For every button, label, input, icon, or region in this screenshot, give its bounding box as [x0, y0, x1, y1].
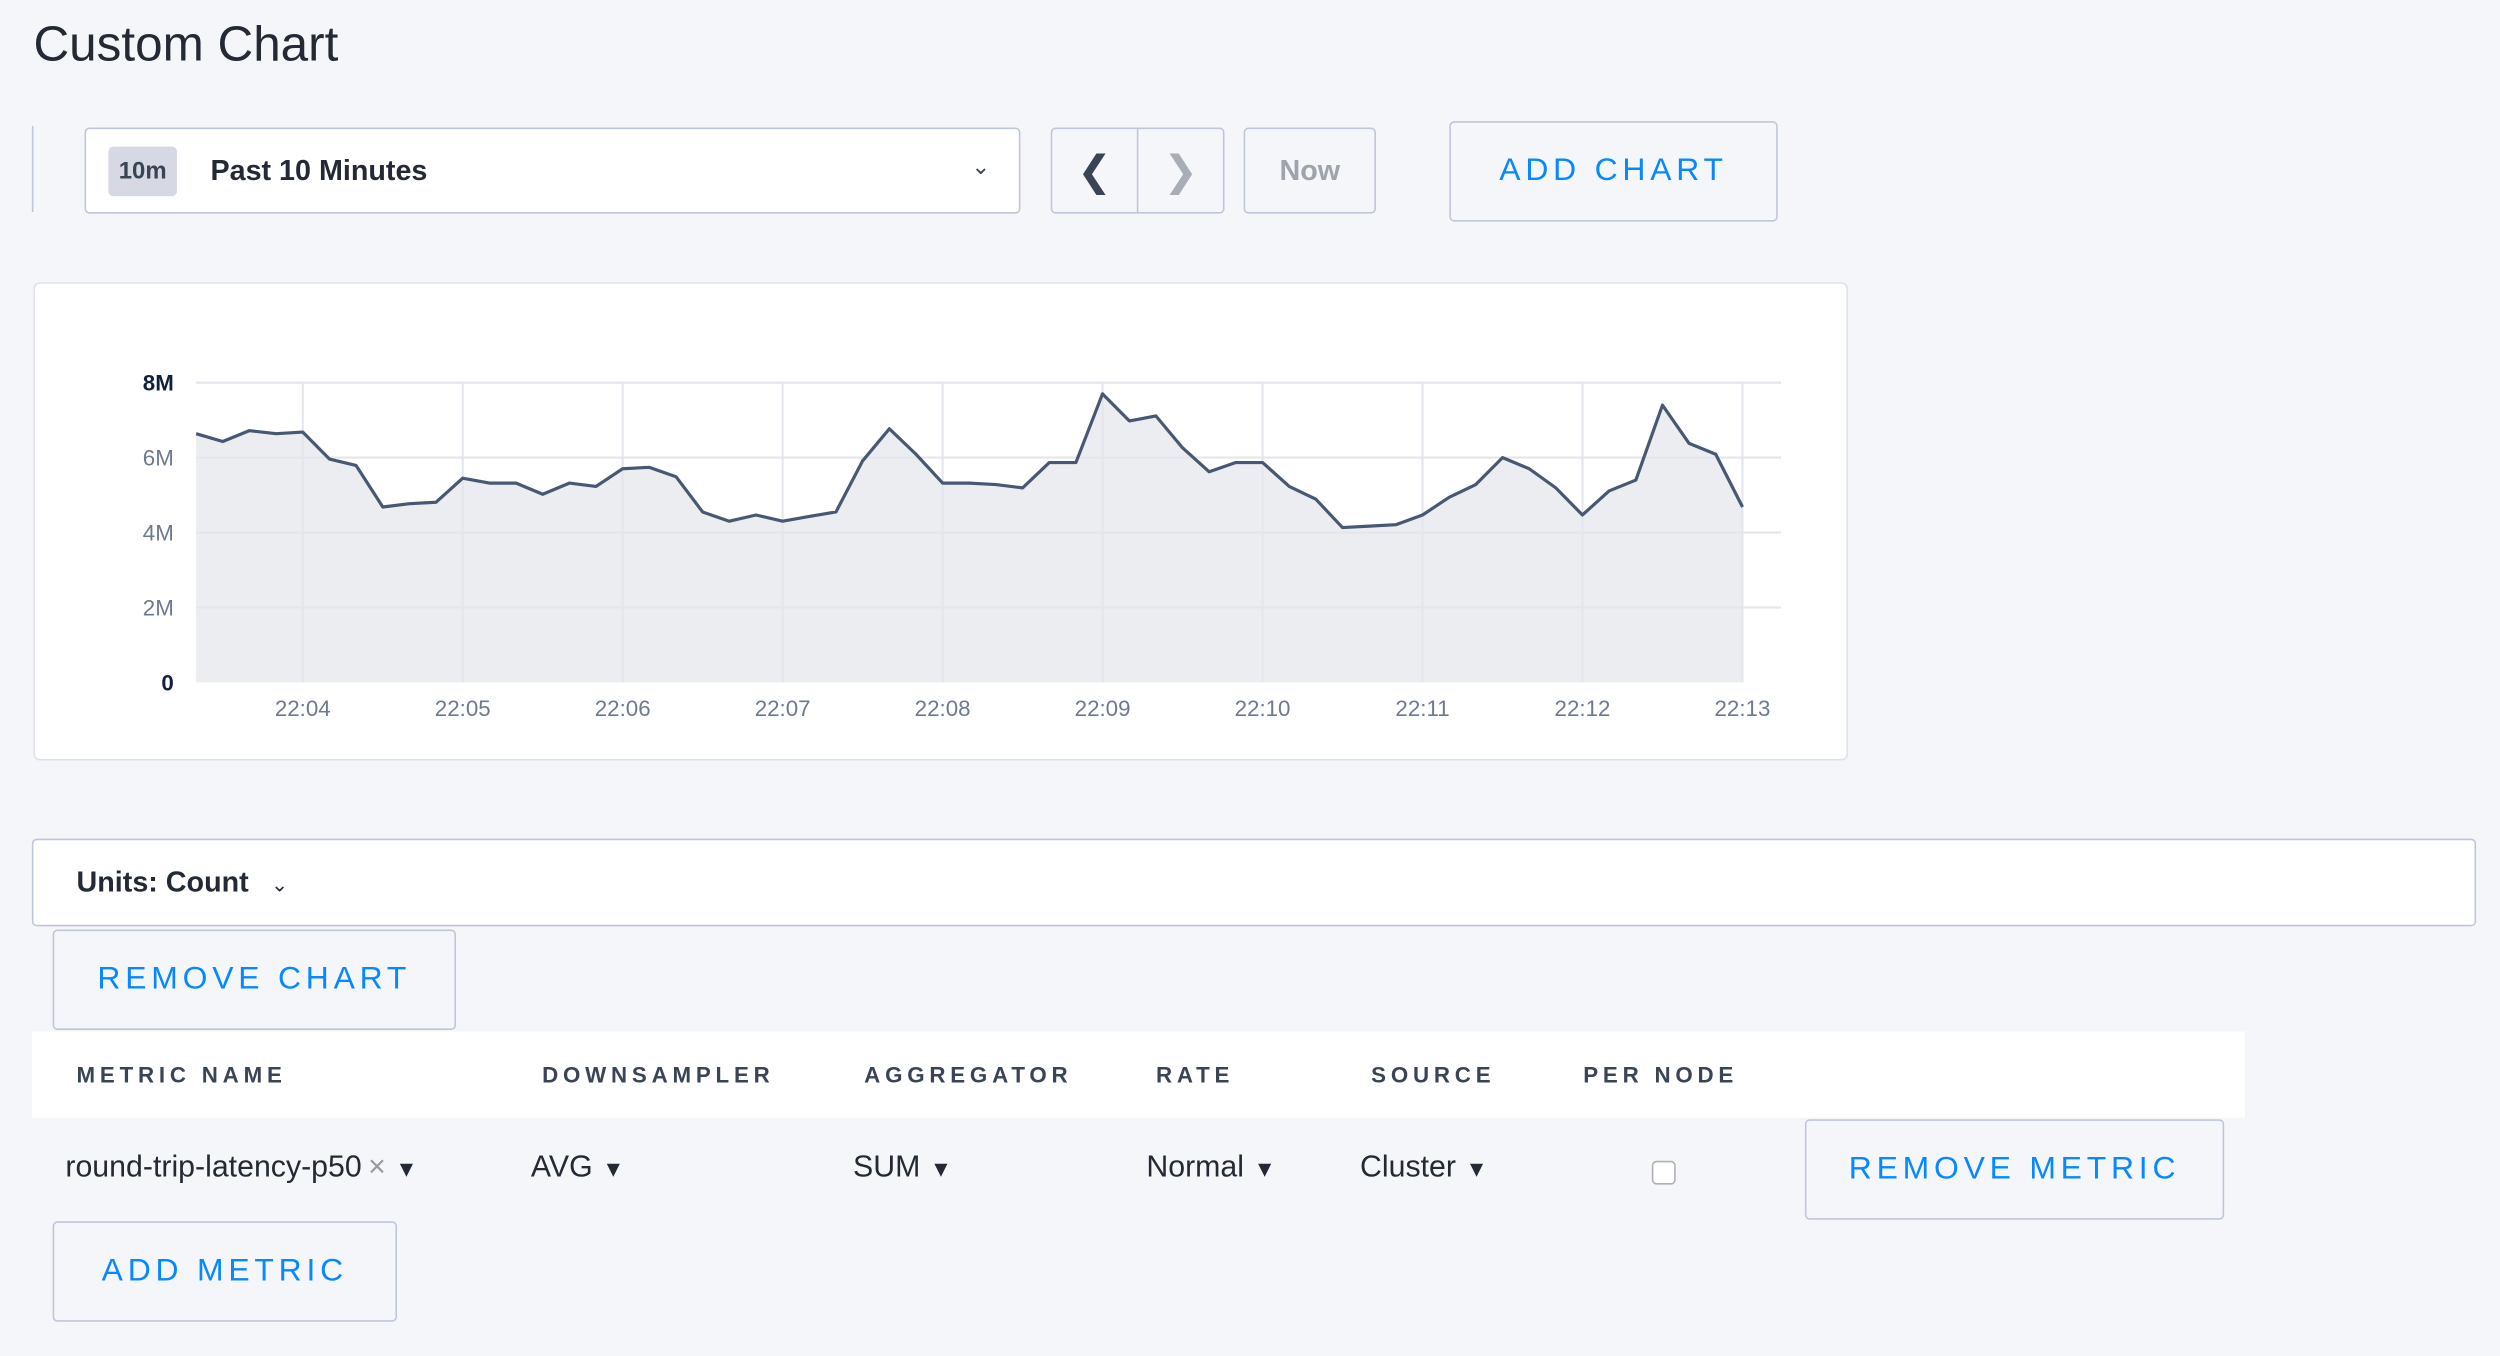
page-title: Custom Chart — [33, 15, 339, 72]
now-button[interactable]: Now — [1243, 127, 1376, 214]
header-downsampler: DOWNSAMPLER — [542, 1061, 775, 1088]
series-area — [196, 393, 1743, 683]
per-node-checkbox[interactable] — [1651, 1160, 1676, 1185]
series-line — [195, 392, 1744, 530]
units-label: Units: Count — [76, 865, 249, 898]
chart-card: 0 2M 4M 6M 8M 22:04 22:05 22:06 22:07 22:08 22:09 2… — [33, 282, 1848, 761]
downsampler-value: AVG — [530, 1151, 593, 1185]
y-tick-label: 0 — [161, 670, 173, 695]
x-tick-label: 22:04 — [275, 696, 331, 721]
time-nav-group: ❮ ❯ — [1050, 127, 1225, 214]
x-tick-label: 22:06 — [595, 696, 651, 721]
time-range-badge: 10m — [108, 146, 177, 197]
rate-value: Normal — [1146, 1151, 1245, 1185]
y-tick-label: 2M — [143, 595, 174, 620]
metric-name-value: round-trip-latency-p50 — [65, 1151, 362, 1185]
header-rate: RATE — [1155, 1061, 1235, 1088]
add-chart-button[interactable]: ADD CHART — [1449, 121, 1778, 222]
header-source: SOURCE — [1371, 1061, 1496, 1088]
time-range-label: Past 10 Minutes — [210, 154, 428, 187]
downsampler-select[interactable]: AVG ▼ — [531, 1151, 624, 1186]
caret-down-icon: ▼ — [602, 1155, 625, 1182]
x-tick-label: 22:07 — [755, 696, 811, 721]
x-tick-label: 22:08 — [915, 696, 971, 721]
x-tick-label: 22:13 — [1715, 696, 1771, 721]
chevron-left-icon[interactable]: ❮ — [1052, 129, 1139, 213]
add-metric-button[interactable]: ADD METRIC — [52, 1221, 398, 1322]
units-select[interactable]: Units: Count ⌄ — [31, 838, 2477, 927]
chevron-right-icon[interactable]: ❯ — [1163, 145, 1199, 194]
metric-name-select[interactable]: round-trip-latency-p50 × ▼ — [65, 1151, 417, 1186]
header-per-node: PER NODE — [1583, 1061, 1739, 1088]
source-select[interactable]: Cluster ▼ — [1360, 1151, 1488, 1186]
caret-down-icon: ▼ — [1253, 1155, 1276, 1182]
header-metric-name: METRIC NAME — [76, 1061, 287, 1088]
caret-down-icon: ▼ — [929, 1155, 953, 1182]
remove-metric-button[interactable]: REMOVE METRIC — [1804, 1119, 2225, 1220]
header-aggregator: AGGREGATOR — [864, 1061, 1073, 1088]
x-tick-label: 22:12 — [1555, 696, 1611, 721]
x-tick-label: 22:11 — [1395, 696, 1449, 721]
caret-down-icon: ▼ — [395, 1155, 418, 1182]
x-tick-label: 22:10 — [1235, 696, 1291, 721]
caret-down-icon: ▼ — [1465, 1155, 1488, 1182]
line-chart: 0 2M 4M 6M 8M 22:04 22:05 22:06 22:07 22:08 22:09 2… — [143, 371, 1781, 721]
y-tick-label: 8M — [143, 371, 174, 396]
aggregator-value: SUM — [853, 1151, 921, 1185]
chevron-down-icon: ⌄ — [271, 872, 289, 897]
y-tick-label: 4M — [143, 521, 174, 546]
source-value: Cluster — [1360, 1151, 1456, 1185]
y-tick-label: 6M — [143, 446, 174, 471]
aggregator-select[interactable]: SUM ▼ — [853, 1151, 952, 1186]
metrics-table-header: METRIC NAME DOWNSAMPLER AGGREGATOR RATE … — [31, 1031, 2245, 1118]
time-range-select[interactable]: 10m Past 10 Minutes ⌄ — [84, 127, 1021, 214]
x-tick-label: 22:09 — [1075, 696, 1131, 721]
rate-select[interactable]: Normal ▼ — [1146, 1151, 1275, 1186]
remove-chart-button[interactable]: REMOVE CHART — [52, 929, 456, 1030]
x-tick-label: 22:05 — [435, 696, 491, 721]
chevron-down-icon: ⌄ — [971, 153, 991, 179]
divider — [31, 125, 34, 213]
clear-icon[interactable]: × — [368, 1151, 386, 1185]
